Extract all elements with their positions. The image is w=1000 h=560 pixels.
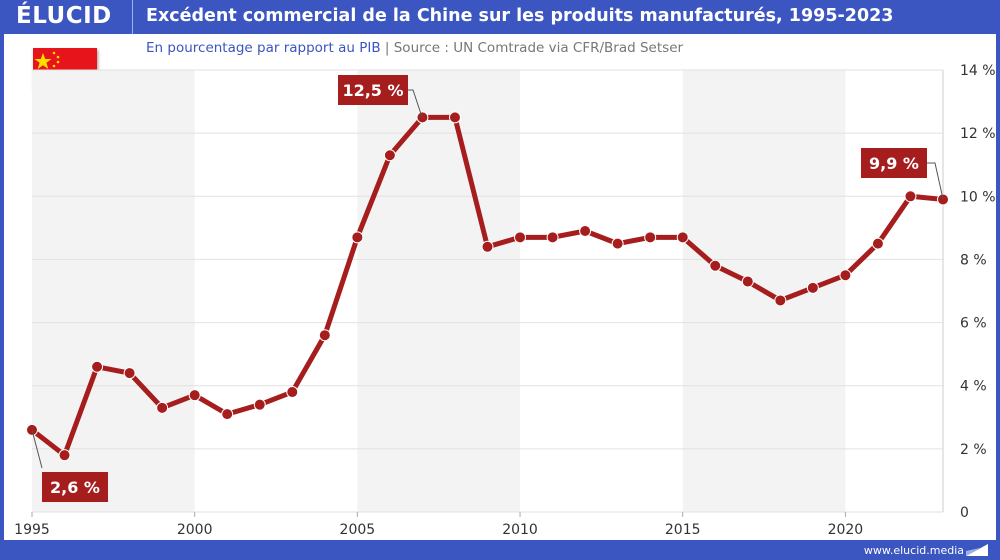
- y-tick-label: 0: [960, 505, 969, 521]
- background-band: [357, 70, 521, 512]
- annotation-box: [42, 472, 108, 502]
- footer-url: www.elucid.media: [863, 544, 964, 557]
- y-tick-label: 10 %: [960, 189, 996, 205]
- data-point: [741, 275, 754, 288]
- data-point: [416, 111, 429, 124]
- data-point: [286, 386, 299, 399]
- subtitle-text: En pourcentage par rapport au PIB: [146, 40, 381, 56]
- background-band: [32, 70, 195, 512]
- data-point: [351, 231, 364, 244]
- data-point: [546, 231, 559, 244]
- data-point: [514, 231, 527, 244]
- y-tick-label: 2 %: [960, 442, 987, 458]
- data-point: [579, 225, 592, 238]
- data-point: [221, 408, 234, 421]
- data-point: [448, 111, 461, 124]
- data-point: [58, 449, 71, 462]
- x-tick-label: 2010: [502, 522, 538, 538]
- annotation-leader: [926, 162, 944, 200]
- header-divider: [132, 0, 133, 34]
- data-point: [644, 231, 657, 244]
- y-tick-label: 4 %: [960, 379, 987, 395]
- chart-title: Excédent commercial de la Chine sur les …: [146, 6, 894, 26]
- x-tick-label: 1995: [14, 522, 50, 538]
- elucid-mark-icon: [966, 544, 988, 556]
- x-tick-label: 2020: [828, 522, 864, 538]
- annotation-box: [338, 75, 408, 105]
- data-point: [774, 294, 787, 307]
- y-tick-label: 12 %: [960, 126, 996, 142]
- data-point: [709, 259, 722, 272]
- data-point: [188, 389, 201, 402]
- data-point: [253, 398, 266, 411]
- y-tick-label: 14 %: [960, 63, 996, 79]
- x-tick-label: 2005: [340, 522, 376, 538]
- data-point: [91, 360, 104, 373]
- data-point: [26, 423, 38, 436]
- data-point: [839, 269, 852, 282]
- data-point: [806, 281, 819, 294]
- annotation-leader: [31, 429, 43, 469]
- annotation-box: [861, 148, 927, 178]
- data-point: [318, 329, 331, 342]
- data-point: [156, 401, 169, 414]
- annotation-label: 12,5 %: [342, 81, 403, 100]
- data-point: [676, 231, 689, 244]
- annotation-label: 2,6 %: [50, 478, 100, 497]
- x-tick-label: 2015: [665, 522, 701, 538]
- annotation-label: 9,9 %: [869, 154, 919, 173]
- data-point: [904, 190, 917, 203]
- data-point: [123, 367, 136, 380]
- chart-subtitle: En pourcentage par rapport au PIB | Sour…: [146, 40, 683, 56]
- data-point: [937, 193, 949, 206]
- header-bar: ÉLUCID Excédent commercial de la Chine s…: [0, 0, 1000, 34]
- data-point: [611, 237, 624, 250]
- data-point: [481, 240, 494, 253]
- data-point: [871, 237, 884, 250]
- y-tick-label: 8 %: [960, 252, 987, 268]
- elucid-logo: ÉLUCID: [16, 3, 112, 29]
- x-tick-label: 2000: [177, 522, 213, 538]
- source-text: Source : UN Comtrade via CFR/Brad Setser: [393, 40, 684, 56]
- y-tick-label: 6 %: [960, 316, 987, 332]
- data-point: [383, 149, 396, 162]
- subtitle-separator: |: [384, 40, 390, 56]
